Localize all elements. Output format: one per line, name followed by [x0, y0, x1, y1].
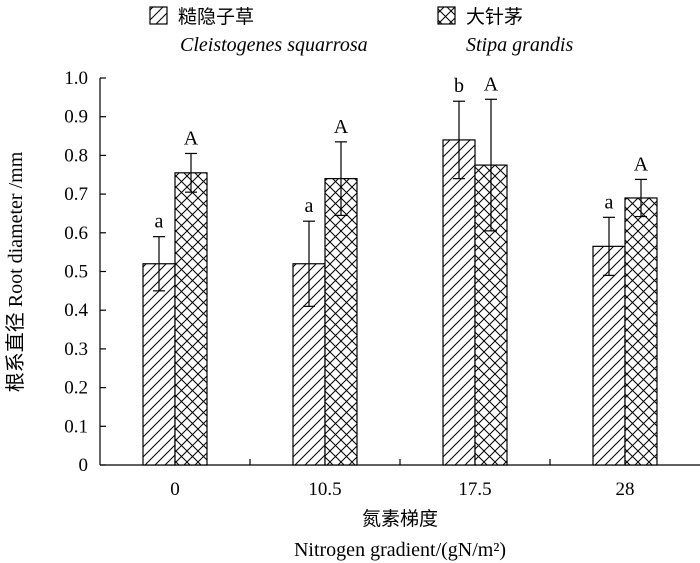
bar-stipa	[324, 178, 358, 466]
bar-cleistogenes	[592, 245, 626, 466]
significance-label: A	[484, 73, 499, 95]
significance-label: A	[634, 153, 649, 175]
legend: 糙隐子草 Cleistogenes squarrosa 大针茅 Stipa gr…	[149, 6, 573, 56]
x-axis-label-en: Nitrogen gradient/(gN/m²)	[294, 539, 506, 561]
significance-label: a	[155, 211, 164, 233]
bar-stipa	[624, 197, 658, 466]
y-tick-label: 0.1	[64, 416, 88, 437]
y-tick-label: 0.5	[64, 262, 88, 283]
legend-label-latin-stipa: Stipa grandis	[466, 34, 573, 56]
y-tick-label: 0.3	[64, 339, 88, 360]
legend-label-cn-stipa: 大针茅	[466, 6, 523, 28]
bar-cleistogenes	[442, 139, 476, 466]
y-tick-label: 0.8	[64, 145, 88, 166]
significance-label: a	[305, 195, 314, 217]
x-axis-label-cn: 氮素梯度	[362, 508, 438, 530]
x-tick-label: 10.5	[308, 479, 341, 500]
x-tick-label: 17.5	[458, 479, 491, 500]
y-ticks: 0 0.1 0.2 0.3 0.4 0.5 0.6 0.7 0.8 0.9 1.0	[64, 68, 106, 476]
legend-swatch-cleistogenes	[149, 6, 168, 25]
bar-stipa	[174, 172, 208, 466]
significance-label: b	[454, 75, 464, 97]
y-tick-label: 0	[79, 455, 89, 476]
y-tick-label: 0.7	[64, 184, 88, 205]
legend-item-stipa: 大针茅 Stipa grandis	[437, 6, 573, 56]
legend-item-cleistogenes: 糙隐子草 Cleistogenes squarrosa	[149, 6, 368, 56]
y-tick-label: 0.4	[64, 300, 88, 321]
significance-label: A	[184, 127, 199, 149]
x-tick-label: 0	[170, 479, 180, 500]
x-ticks: 0 10.5 17.5 28	[170, 459, 635, 500]
y-tick-label: 0.9	[64, 107, 88, 128]
legend-label-cn-cleistogenes: 糙隐子草	[178, 6, 254, 28]
x-tick-label: 28	[616, 479, 635, 500]
significance-label: a	[605, 191, 614, 213]
bar-cleistogenes	[142, 263, 176, 466]
y-axis-label: 根系直径 Root diameter /mm	[4, 151, 27, 392]
legend-label-latin-cleistogenes: Cleistogenes squarrosa	[180, 34, 368, 56]
y-tick-label: 0.2	[64, 378, 88, 399]
y-tick-label: 0.6	[64, 223, 88, 244]
y-tick-label: 1.0	[64, 68, 88, 89]
significance-label: A	[334, 116, 349, 138]
legend-swatch-stipa	[437, 6, 456, 25]
